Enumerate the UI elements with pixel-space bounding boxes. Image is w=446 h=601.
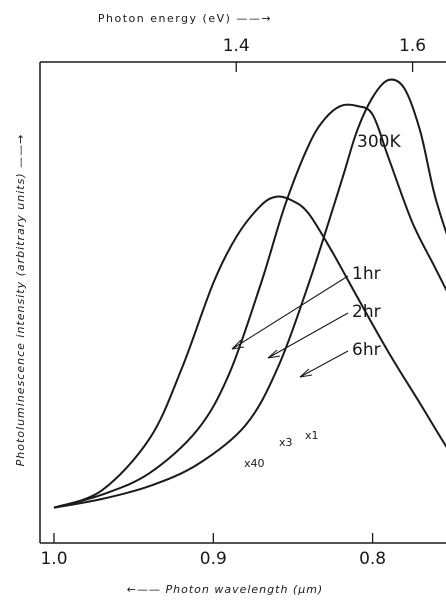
arrow-2hr (267, 312, 349, 359)
multiplier-label-2hr: x3 (279, 436, 293, 449)
series-line-6hr (53, 78, 446, 509)
y-axis-title: Photoluminescence intensity (arbitrary u… (14, 134, 27, 467)
multiplier-label-1hr: x40 (244, 457, 265, 470)
top-axis-ticks: 1.41.61.82.0 (223, 36, 426, 72)
series-line-2hr (53, 103, 446, 509)
arrow-1hr (231, 275, 349, 350)
temperature-label: 300K (357, 132, 401, 152)
bottom-axis-ticks: 1.00.90.80.70.6 (40, 533, 386, 569)
series-label-2hr: 2hr (352, 302, 381, 322)
bottom-tick-label: 0.8 (359, 549, 386, 569)
top-tick-label: 1.4 (223, 36, 250, 56)
top-tick-label: 1.6 (399, 36, 426, 56)
series-label-1hr: 1hr (352, 264, 381, 284)
multiplier-label-6hr: x1 (305, 429, 319, 442)
arrow-6hr (299, 350, 349, 378)
series-curves (53, 78, 446, 509)
series-label-6hr: 6hr (352, 340, 381, 360)
bottom-tick-label: 0.9 (200, 549, 227, 569)
x-axis-title: ←—— Photon wavelength (μm) (127, 583, 323, 596)
series-line-1hr (53, 195, 446, 509)
top-axis-title: Photon energy (eV) ——→ (98, 12, 272, 25)
bottom-tick-label: 1.0 (40, 549, 67, 569)
